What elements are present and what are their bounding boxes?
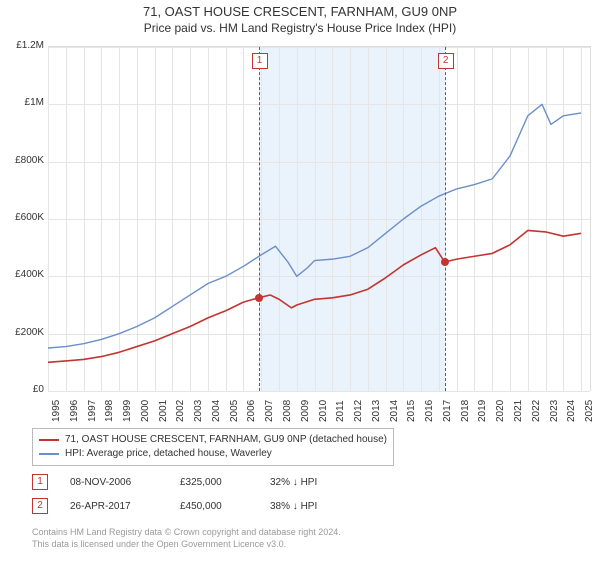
x-tick-label: 2019 [477, 400, 488, 422]
x-tick-label: 2011 [335, 400, 346, 422]
x-tick-label: 2025 [584, 400, 595, 422]
chart-subtitle: Price paid vs. HM Land Registry's House … [0, 21, 600, 35]
x-tick-label: 2020 [495, 400, 506, 422]
y-tick-label: £800K [4, 155, 44, 166]
license-line-1: Contains HM Land Registry data © Crown c… [32, 527, 341, 537]
x-tick-label: 2002 [175, 400, 186, 422]
x-tick-label: 2023 [549, 400, 560, 422]
chart-title: 71, OAST HOUSE CRESCENT, FARNHAM, GU9 0N… [0, 4, 600, 19]
y-tick-label: £1.2M [4, 40, 44, 51]
x-tick-label: 2022 [531, 400, 542, 422]
legend-swatch [39, 453, 59, 455]
chart-container: 71, OAST HOUSE CRESCENT, FARNHAM, GU9 0N… [0, 4, 600, 564]
x-tick-label: 2010 [318, 400, 329, 422]
sale-marker-box: 1 [32, 474, 48, 490]
sale-date: 26-APR-2017 [70, 501, 180, 512]
y-tick-label: £600K [4, 212, 44, 223]
license-text: Contains HM Land Registry data © Crown c… [32, 526, 341, 550]
y-gridline [48, 391, 590, 392]
x-tick-label: 2006 [246, 400, 257, 422]
sale-price: £450,000 [180, 501, 270, 512]
x-tick-label: 2000 [140, 400, 151, 422]
marker-dashed-1 [259, 47, 260, 391]
sale-date: 08-NOV-2006 [70, 477, 180, 488]
x-tick-label: 2021 [513, 400, 524, 422]
marker-box-2: 2 [438, 53, 454, 69]
x-tick-label: 2008 [282, 400, 293, 422]
x-tick-label: 1996 [69, 400, 80, 422]
x-tick-label: 1997 [87, 400, 98, 422]
sale-price: £325,000 [180, 477, 270, 488]
marker-dashed-2 [445, 47, 446, 391]
legend-label: 71, OAST HOUSE CRESCENT, FARNHAM, GU9 0N… [65, 433, 387, 447]
marker-dot-2 [441, 258, 449, 266]
series-svg [48, 47, 590, 391]
series-property [48, 230, 581, 362]
sale-row: 2 26-APR-2017£450,00038% ↓ HPI [32, 498, 350, 514]
x-tick-label: 2009 [300, 400, 311, 422]
marker-box-1: 1 [252, 53, 268, 69]
legend-label: HPI: Average price, detached house, Wave… [65, 447, 272, 461]
legend-row: HPI: Average price, detached house, Wave… [39, 447, 387, 461]
legend: 71, OAST HOUSE CRESCENT, FARNHAM, GU9 0N… [32, 428, 394, 466]
x-tick-label: 2015 [406, 400, 417, 422]
legend-row: 71, OAST HOUSE CRESCENT, FARNHAM, GU9 0N… [39, 433, 387, 447]
sale-marker-box: 2 [32, 498, 48, 514]
license-line-2: This data is licensed under the Open Gov… [32, 539, 286, 549]
x-tick-label: 2017 [442, 400, 453, 422]
x-tick-label: 2016 [424, 400, 435, 422]
x-tick-label: 1998 [104, 400, 115, 422]
sale-row: 1 08-NOV-2006£325,00032% ↓ HPI [32, 474, 350, 490]
sale-pct: 32% ↓ HPI [270, 477, 350, 488]
x-tick-label: 2013 [371, 400, 382, 422]
y-tick-label: £0 [4, 384, 44, 395]
x-tick-label: 2012 [353, 400, 364, 422]
series-hpi [48, 104, 581, 348]
x-tick-label: 2024 [566, 400, 577, 422]
x-tick-label: 1999 [122, 400, 133, 422]
x-tick-label: 2001 [158, 400, 169, 422]
y-tick-label: £1M [4, 97, 44, 108]
x-tick-label: 2003 [193, 400, 204, 422]
x-tick-label: 1995 [51, 400, 62, 422]
y-tick-label: £400K [4, 269, 44, 280]
x-tick-label: 2004 [211, 400, 222, 422]
plot-area: 12 [48, 46, 591, 391]
x-tick-label: 2018 [460, 400, 471, 422]
x-tick-label: 2007 [264, 400, 275, 422]
marker-dot-1 [255, 294, 263, 302]
x-tick-label: 2005 [229, 400, 240, 422]
x-tick-label: 2014 [389, 400, 400, 422]
y-tick-label: £200K [4, 327, 44, 338]
sale-pct: 38% ↓ HPI [270, 501, 350, 512]
legend-swatch [39, 439, 59, 441]
